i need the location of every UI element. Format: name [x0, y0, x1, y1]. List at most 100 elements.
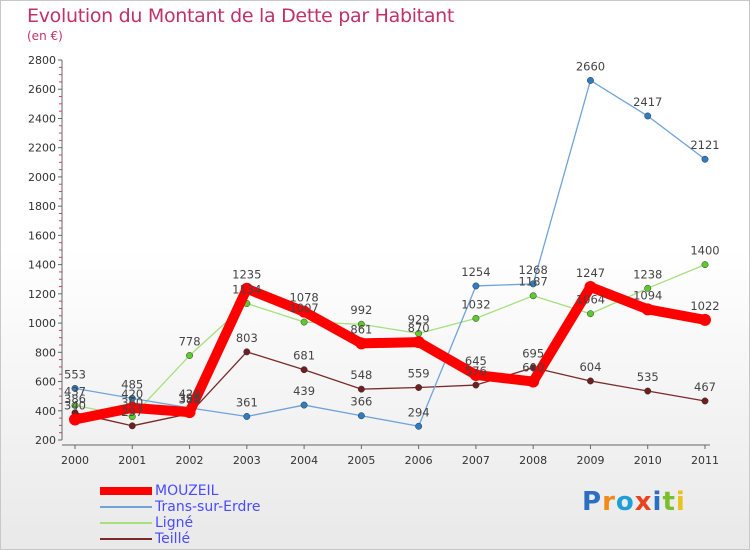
legend-label-mouzeil: MOUZEIL — [155, 483, 219, 499]
data-point — [699, 313, 711, 326]
data-label: 1094 — [633, 288, 662, 302]
x-tick-label: 2000 — [61, 454, 89, 467]
data-label: 681 — [293, 349, 315, 363]
data-label: 360 — [121, 396, 143, 410]
chart-subtitle: (en €) — [27, 29, 63, 43]
y-tick-label: 2200 — [28, 142, 56, 155]
data-label: 1022 — [690, 299, 719, 313]
data-point — [186, 352, 193, 359]
data-point — [357, 385, 365, 393]
x-tick-label: 2002 — [176, 454, 204, 467]
data-label: 437 — [64, 384, 86, 398]
y-tick-label: 400 — [35, 405, 56, 418]
y-tick-label: 600 — [35, 376, 56, 389]
y-tick-label: 2600 — [28, 83, 56, 96]
y-tick-label: 2000 — [28, 171, 56, 184]
x-tick-label: 2006 — [405, 454, 433, 467]
data-point — [300, 318, 308, 326]
legend-swatch-mouzeil — [100, 487, 152, 495]
data-label: 386 — [64, 392, 86, 406]
data-point — [412, 336, 425, 349]
x-tick-label: 2009 — [576, 454, 604, 467]
data-label: 1134 — [232, 282, 261, 296]
data-label: 297 — [121, 405, 143, 419]
series-line-mouzeil — [70, 281, 710, 425]
data-point — [701, 397, 709, 405]
data-point — [71, 401, 79, 409]
data-label: 559 — [408, 367, 430, 381]
data-label: 361 — [236, 395, 258, 409]
data-point — [587, 310, 594, 318]
data-label: 1238 — [633, 267, 662, 281]
data-point — [587, 377, 594, 385]
x-tick-label: 2008 — [519, 454, 547, 467]
data-point — [243, 413, 251, 420]
data-point — [71, 384, 79, 392]
data-point — [243, 348, 251, 356]
x-tick-label: 2001 — [118, 454, 146, 467]
data-label: 2121 — [690, 138, 719, 152]
data-point — [128, 422, 136, 430]
data-point — [529, 280, 537, 288]
data-point — [644, 284, 652, 292]
data-point — [472, 314, 480, 322]
data-label: 1064 — [576, 293, 605, 307]
legend-label-ligne: Ligné — [155, 515, 194, 531]
data-label: 294 — [408, 405, 430, 419]
data-point — [641, 303, 654, 316]
data-point — [415, 422, 423, 430]
data-label: 1268 — [519, 263, 548, 277]
data-point — [701, 155, 709, 163]
data-label: 1032 — [461, 297, 490, 311]
data-label: 1187 — [519, 275, 548, 289]
data-point — [357, 412, 365, 420]
data-point — [300, 401, 308, 409]
data-point — [469, 368, 482, 381]
data-label: 391 — [179, 391, 201, 405]
logo-letter: r — [602, 487, 616, 517]
data-label: 1078 — [289, 291, 318, 305]
data-label: 548 — [350, 368, 372, 382]
legend-swatch-teille — [100, 538, 152, 540]
data-label: 535 — [637, 370, 659, 384]
data-label: 485 — [121, 377, 143, 391]
x-tick-label: 2004 — [290, 454, 318, 467]
x-tick-label: 2007 — [462, 454, 490, 467]
y-tick-label: 1200 — [28, 288, 56, 301]
logo-letter: i — [675, 487, 686, 517]
logo-letter: P — [582, 487, 603, 517]
data-label: 600 — [522, 361, 544, 375]
y-tick-label: 800 — [35, 346, 56, 359]
data-label: 366 — [350, 395, 372, 409]
data-label: 340 — [64, 399, 86, 413]
data-point — [183, 406, 196, 419]
series-line-lign- — [74, 263, 706, 418]
x-tick-label: 2003 — [233, 454, 261, 467]
data-point — [415, 384, 423, 391]
data-label: 1247 — [576, 266, 605, 280]
data-label: 2660 — [576, 59, 605, 73]
chart-title: Evolution du Montant de la Dette par Hab… — [27, 5, 455, 27]
data-label: 604 — [579, 360, 601, 374]
data-label: 1254 — [461, 265, 490, 279]
y-tick-label: 2400 — [28, 112, 56, 125]
legend-label-trans-sur-erdre: Trans-sur-Erdre — [155, 499, 261, 515]
data-point — [300, 366, 308, 374]
data-label: 553 — [64, 367, 86, 381]
data-label: 992 — [350, 303, 372, 317]
data-point — [529, 292, 537, 300]
data-point — [644, 387, 652, 395]
data-point — [644, 112, 652, 120]
logo-letter: o — [615, 487, 635, 517]
proxiti-logo: Proxiti — [582, 487, 686, 517]
data-label: 803 — [236, 331, 258, 345]
logo-letter: t — [662, 487, 676, 517]
data-label: 929 — [408, 312, 430, 326]
x-tick-label: 2010 — [634, 454, 662, 467]
data-point — [69, 413, 81, 426]
logo-letter: x — [634, 487, 653, 517]
y-tick-label: 1000 — [28, 317, 56, 330]
data-point — [126, 401, 139, 414]
y-tick-label: 200 — [35, 434, 56, 447]
